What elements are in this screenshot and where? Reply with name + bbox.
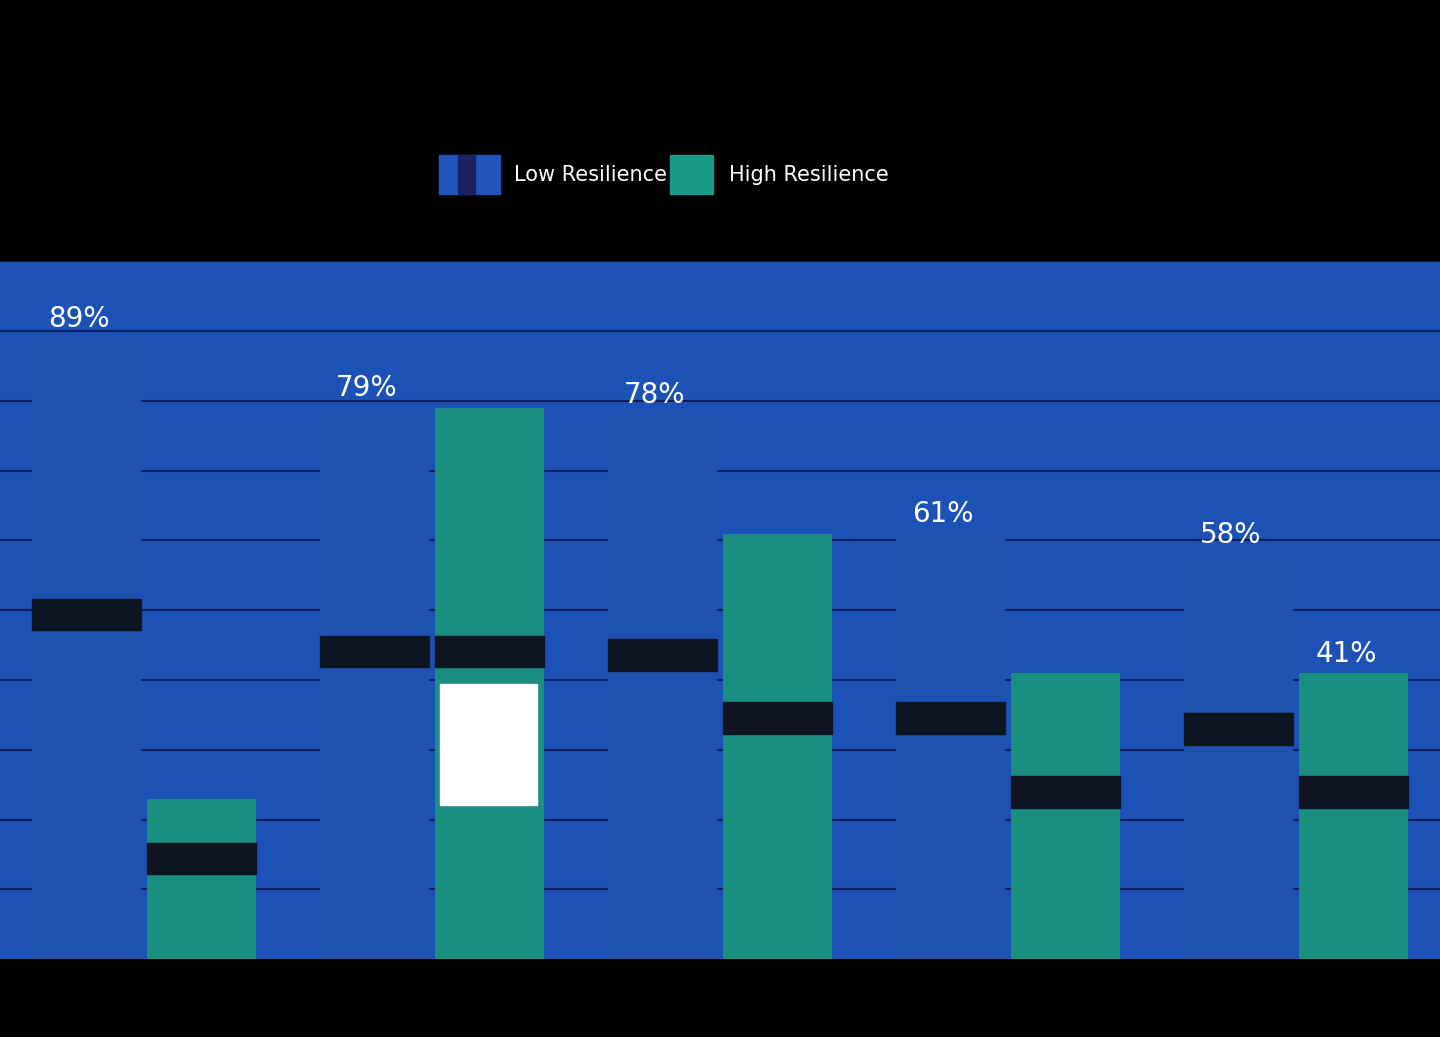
Bar — [1299, 673, 1408, 959]
Text: High Resilience: High Resilience — [729, 165, 888, 185]
Text: 41%: 41% — [1315, 640, 1377, 668]
Bar — [147, 843, 256, 874]
Bar — [1011, 776, 1120, 808]
Bar — [32, 338, 141, 959]
Bar — [896, 702, 1005, 733]
Bar — [439, 156, 500, 194]
Bar — [435, 636, 544, 667]
Text: 61%: 61% — [912, 500, 973, 528]
Bar — [1184, 713, 1293, 745]
Bar — [458, 156, 475, 194]
Text: 79%: 79% — [336, 374, 397, 402]
Bar — [1184, 555, 1293, 959]
Bar — [441, 683, 537, 805]
Text: 78%: 78% — [624, 382, 685, 410]
Bar — [320, 636, 429, 667]
Bar — [147, 798, 256, 959]
Bar — [723, 702, 832, 733]
Text: Low Resilience: Low Resilience — [514, 165, 667, 185]
Bar — [320, 408, 429, 959]
Bar — [608, 415, 717, 959]
Bar — [1011, 673, 1120, 959]
Text: 89%: 89% — [48, 305, 109, 333]
Bar — [32, 598, 141, 630]
Bar — [435, 408, 544, 959]
Bar — [723, 533, 832, 959]
Bar — [1299, 776, 1408, 808]
Bar — [608, 639, 717, 671]
Text: 58%: 58% — [1200, 521, 1261, 549]
Bar — [670, 156, 713, 194]
Bar — [896, 533, 1005, 959]
